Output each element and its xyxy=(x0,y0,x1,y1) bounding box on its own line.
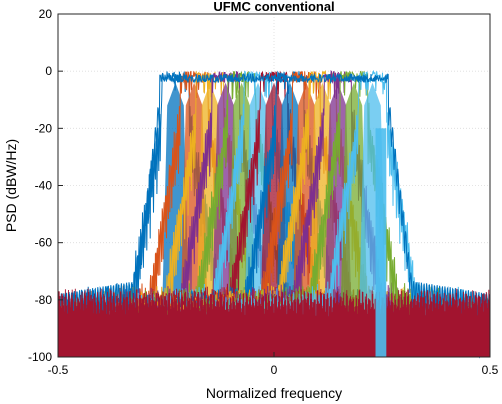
edge-band-fill xyxy=(375,128,387,357)
y-tick-label: -100 xyxy=(28,350,52,364)
y-tick-label: -40 xyxy=(35,179,53,193)
plot-area xyxy=(57,69,491,359)
x-axis-ticks: -0.5 0 0.5 xyxy=(48,352,499,377)
y-axis-ticks: 20 0 -20 -40 -60 -80 -100 xyxy=(28,7,63,364)
y-tick-label: -60 xyxy=(35,236,53,250)
y-axis-label: PSD (dBW/Hz) xyxy=(3,139,19,232)
x-tick-label: 0 xyxy=(271,363,278,377)
x-axis-label: Normalized frequency xyxy=(206,385,342,401)
chart-title: UFMC conventional xyxy=(213,0,334,14)
y-tick-label: 20 xyxy=(39,7,53,21)
noise-floor-line xyxy=(57,288,491,358)
x-tick-label: 0.5 xyxy=(482,363,499,377)
y-tick-label: 0 xyxy=(45,64,52,78)
y-tick-label: -20 xyxy=(35,121,53,135)
y-tick-label: -80 xyxy=(35,293,53,307)
x-tick-label: -0.5 xyxy=(48,363,69,377)
